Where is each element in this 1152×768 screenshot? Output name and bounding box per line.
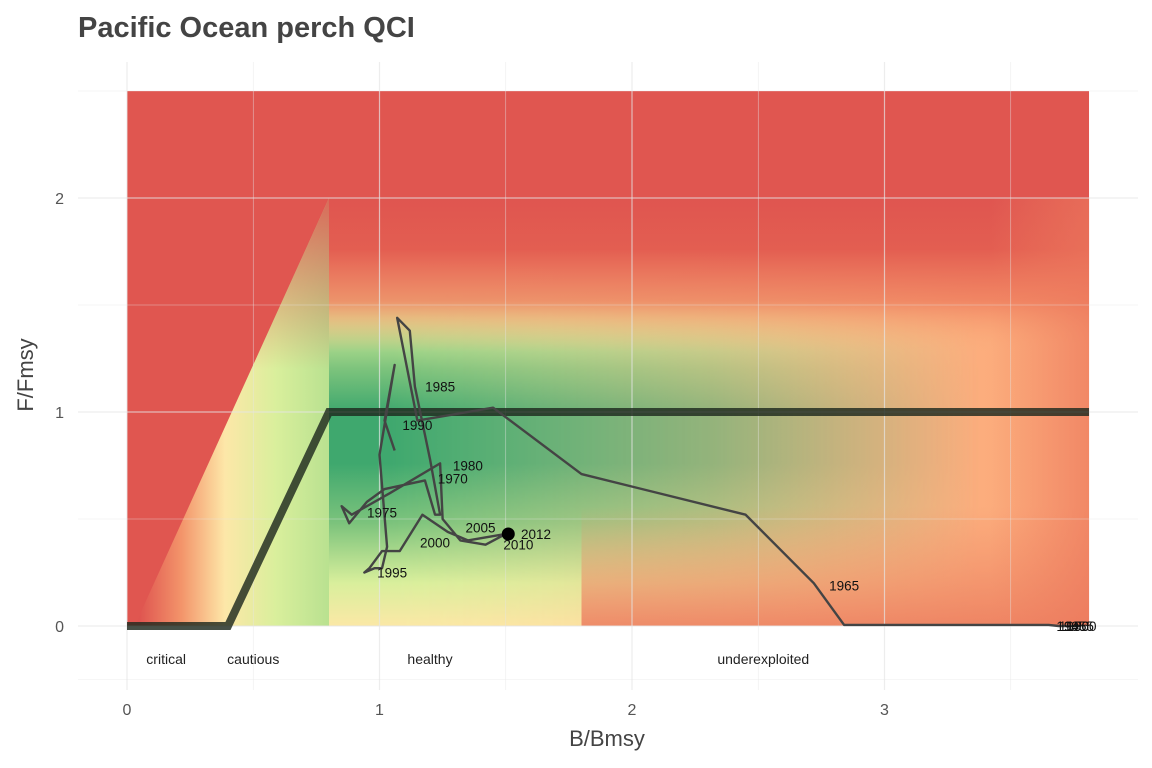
current-point	[501, 527, 515, 541]
y-axis-title: F/Fmsy	[13, 338, 38, 411]
zone-label-cautious: cautious	[227, 651, 279, 667]
year-label-1990: 1990	[402, 418, 432, 433]
year-label-2005: 2005	[465, 521, 495, 536]
axis-layer: 0 1 2 3 0 1 2 critical cautious healthy underexplo…	[55, 191, 889, 719]
year-label-1960: 1960	[1066, 619, 1096, 634]
x-tick-label-2: 2	[628, 702, 637, 719]
x-tick-label-0: 0	[123, 702, 132, 719]
year-label-1985: 1985	[425, 379, 455, 394]
year-label-1950: 1950	[1059, 619, 1089, 634]
y-tick-label-1: 1	[55, 405, 64, 422]
year-label-1995: 1995	[377, 566, 407, 581]
y-tick-label-0: 0	[55, 619, 64, 636]
x-tick-label-1: 1	[375, 702, 384, 719]
trajectory-layer	[340, 316, 1082, 628]
year-label-2000: 2000	[420, 536, 450, 551]
x-tick-label-3: 3	[880, 702, 889, 719]
zone-label-critical: critical	[146, 651, 186, 667]
zone-label-underexploited: underexploited	[717, 651, 809, 667]
year-label-layer: 1965 1970 1975 1980 1985 1990 1995 2000 2005 2010…	[367, 379, 1096, 634]
y-tick-label-2: 2	[55, 191, 64, 208]
year-label-2012: 2012	[521, 527, 551, 542]
year-label-1955: 1955	[1064, 619, 1094, 634]
year-label-1970: 1970	[438, 471, 468, 486]
year-label-2010: 2010	[503, 538, 533, 553]
status-zone-background	[127, 91, 1090, 626]
year-label-1965: 1965	[829, 578, 859, 593]
zone-label-healthy: healthy	[407, 651, 452, 667]
trajectory-line	[340, 316, 1082, 628]
reference-line	[127, 408, 1090, 630]
reference-line-layer	[127, 408, 1090, 630]
gridlines	[78, 62, 1138, 690]
year-label-1945: 1945	[1056, 619, 1086, 634]
x-axis-title: B/Bmsy	[569, 726, 645, 751]
year-label-1975: 1975	[367, 506, 397, 521]
year-label-1980: 1980	[453, 459, 483, 474]
chart-title: Pacific Ocean perch QCI	[78, 12, 415, 44]
